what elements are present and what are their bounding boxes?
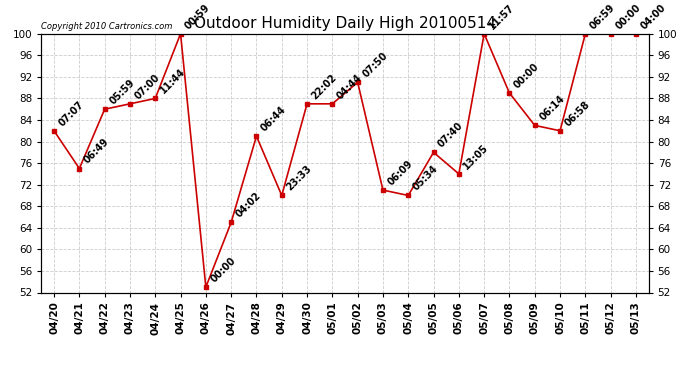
Text: 06:44: 06:44 bbox=[259, 104, 288, 134]
Text: 07:00: 07:00 bbox=[132, 72, 161, 101]
Text: 06:09: 06:09 bbox=[386, 158, 415, 187]
Text: 07:50: 07:50 bbox=[360, 51, 389, 80]
Text: 04:00: 04:00 bbox=[639, 2, 668, 31]
Text: 07:40: 07:40 bbox=[436, 121, 465, 150]
Text: 05:59: 05:59 bbox=[108, 78, 137, 106]
Text: 06:59: 06:59 bbox=[588, 2, 617, 31]
Text: 06:49: 06:49 bbox=[82, 137, 111, 166]
Text: 11:57: 11:57 bbox=[487, 2, 516, 31]
Text: 07:07: 07:07 bbox=[57, 99, 86, 128]
Text: 00:00: 00:00 bbox=[512, 61, 541, 90]
Text: 13:05: 13:05 bbox=[462, 142, 491, 171]
Text: 23:33: 23:33 bbox=[284, 164, 313, 193]
Text: 06:14: 06:14 bbox=[538, 94, 566, 123]
Text: 11:44: 11:44 bbox=[158, 67, 187, 96]
Text: 06:58: 06:58 bbox=[563, 99, 592, 128]
Text: 00:00: 00:00 bbox=[613, 2, 642, 31]
Text: 04:44: 04:44 bbox=[335, 72, 364, 101]
Text: Copyright 2010 Cartronics.com: Copyright 2010 Cartronics.com bbox=[41, 22, 172, 31]
Text: 04:02: 04:02 bbox=[234, 190, 263, 220]
Text: 05:34: 05:34 bbox=[411, 164, 440, 193]
Text: 00:59: 00:59 bbox=[184, 2, 213, 31]
Text: 00:00: 00:00 bbox=[208, 255, 237, 284]
Title: Outdoor Humidity Daily High 20100514: Outdoor Humidity Daily High 20100514 bbox=[194, 16, 496, 31]
Text: 22:02: 22:02 bbox=[310, 72, 339, 101]
